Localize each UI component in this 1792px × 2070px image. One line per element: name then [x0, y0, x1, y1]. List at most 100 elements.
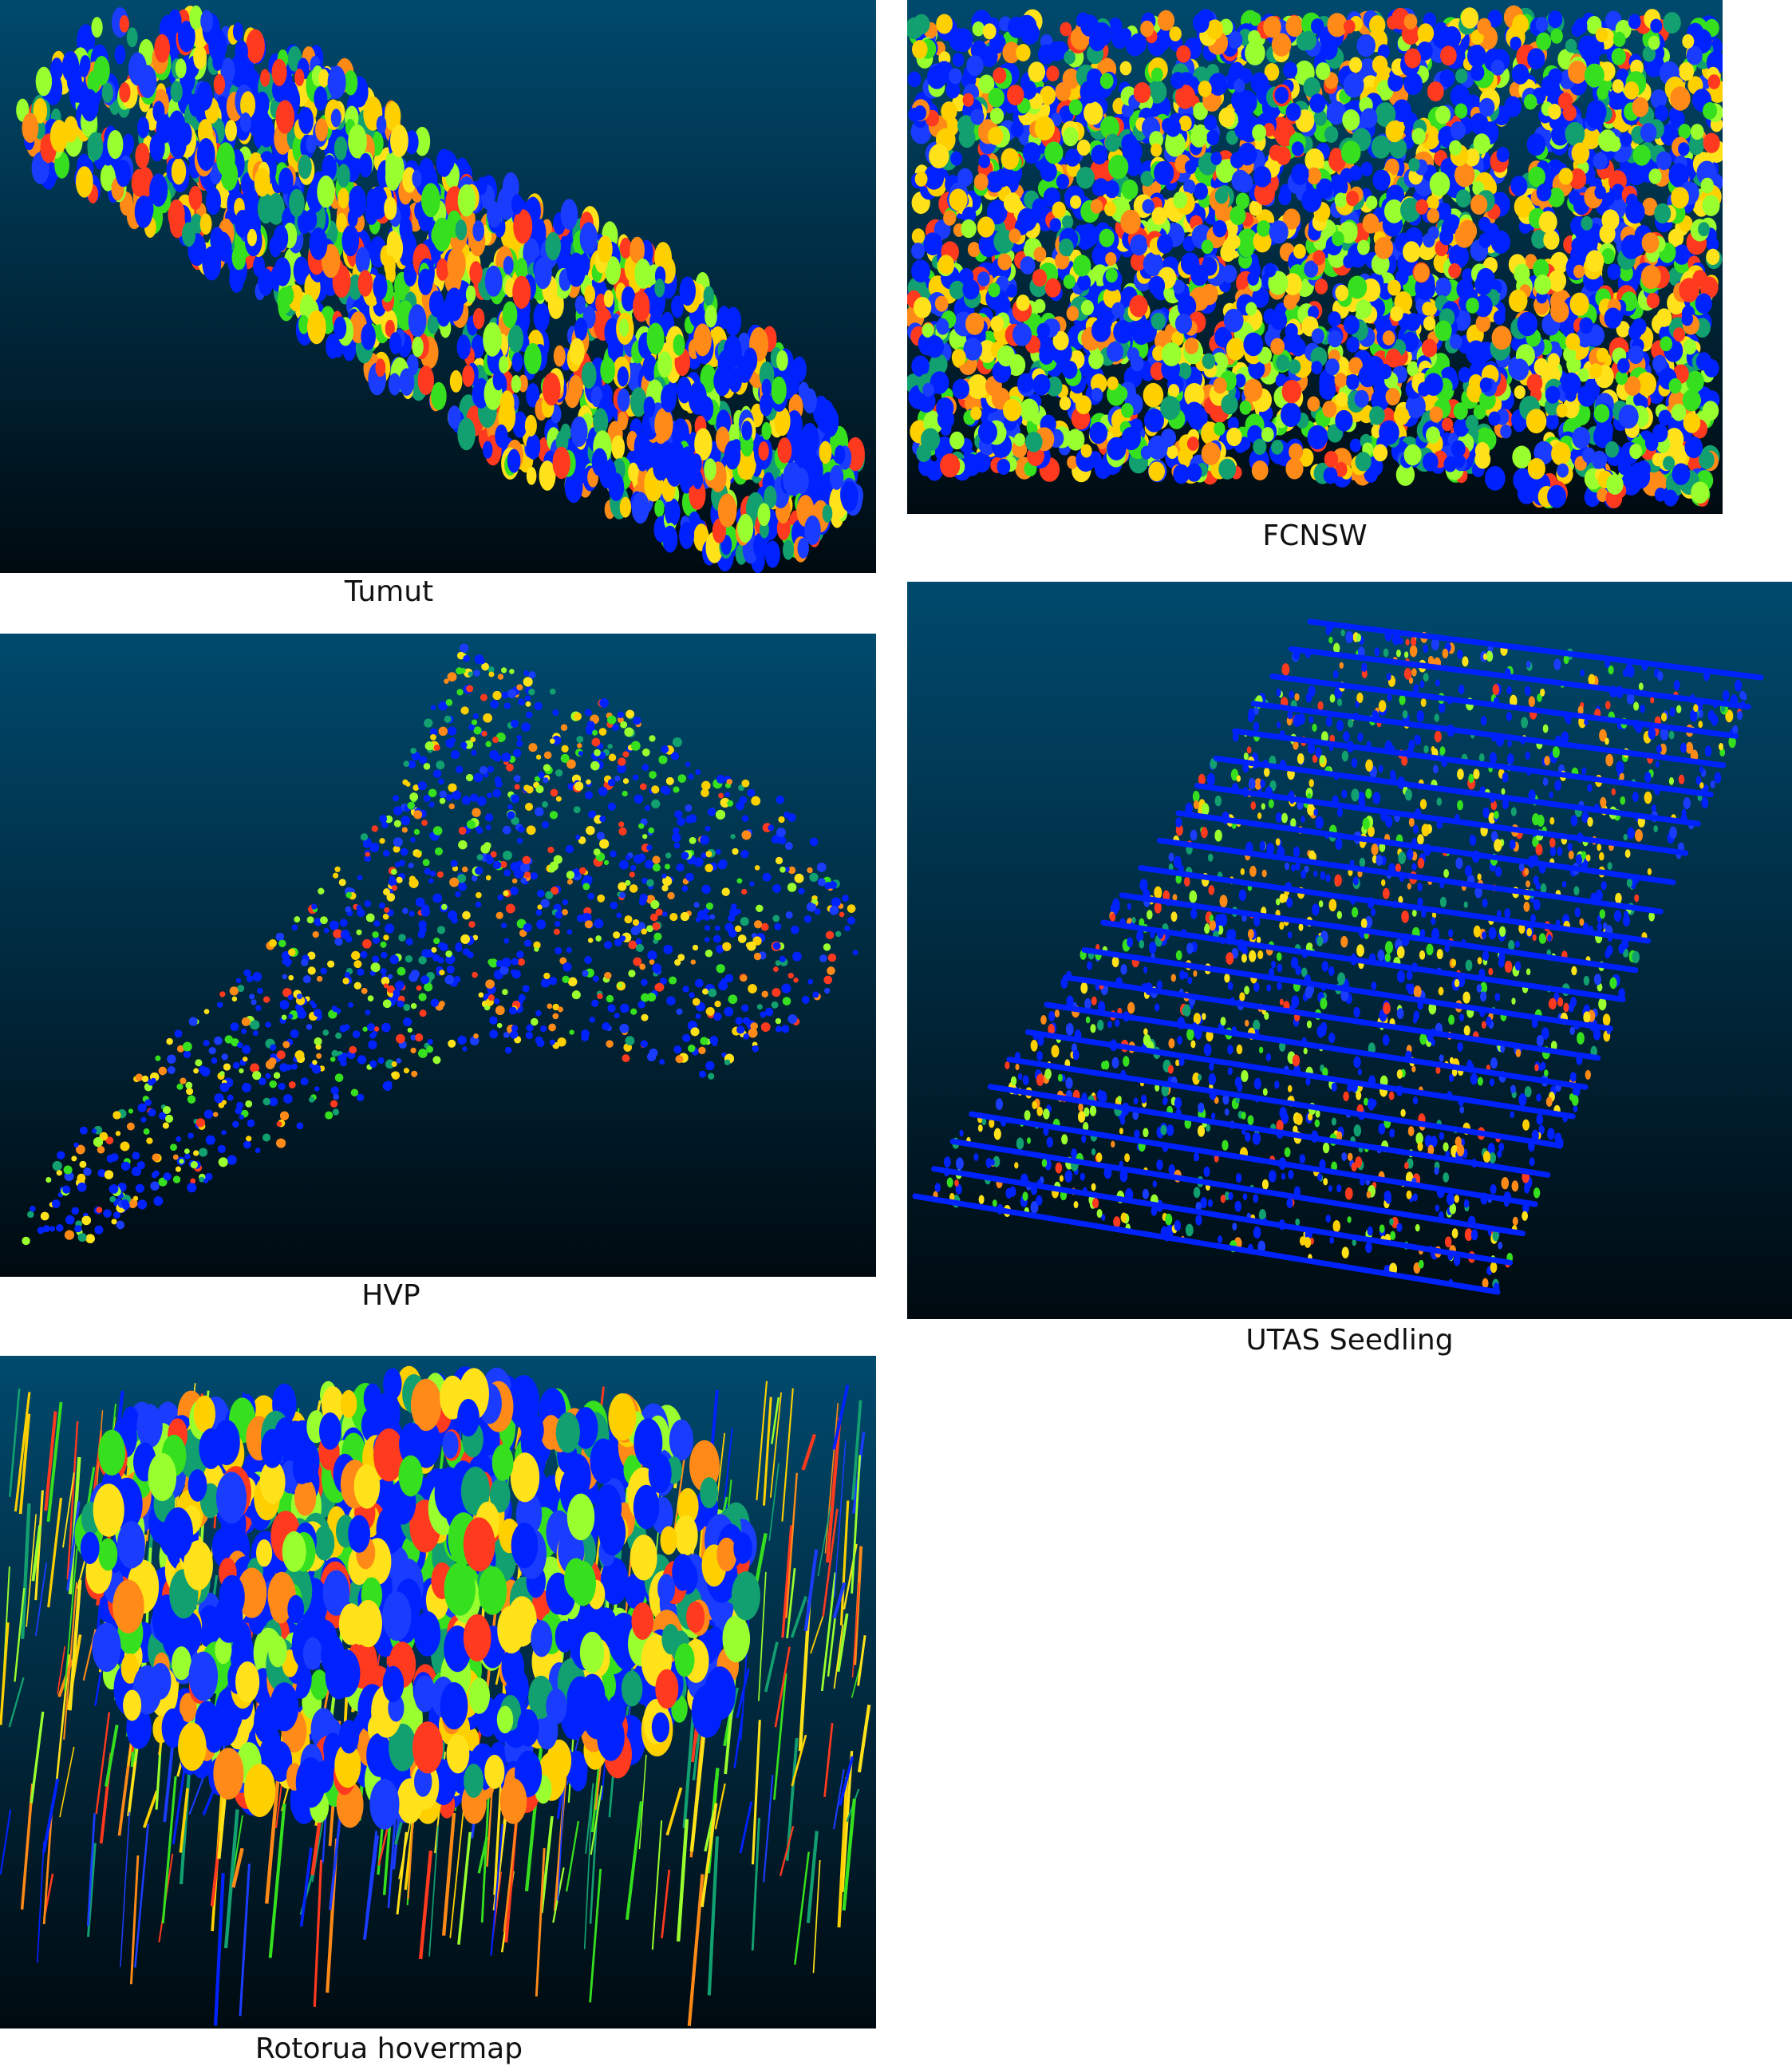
tree-segment: [1698, 222, 1710, 237]
tree-segment: [1668, 228, 1684, 247]
tree-segment: [231, 245, 246, 271]
tree-segment: [1165, 132, 1186, 157]
tree-segment: [1382, 330, 1395, 346]
panel-hvp: [0, 634, 876, 1277]
tree-segment: [1274, 86, 1289, 104]
tree-segment: [1214, 421, 1226, 436]
tree-segment: [448, 405, 461, 429]
tree-segment: [1001, 148, 1020, 170]
tree-segment: [1348, 57, 1363, 73]
tree-segment: [922, 323, 934, 338]
tree-segment: [1686, 45, 1703, 65]
tree-segment: [1429, 172, 1451, 196]
tree-segment: [1184, 338, 1199, 354]
tree-segment: [1257, 220, 1271, 237]
tree-segment: [306, 134, 317, 154]
tree-segment: [740, 433, 754, 457]
tree-segment: [533, 302, 550, 332]
tree-segment: [298, 314, 310, 334]
tree-segment: [1200, 283, 1218, 306]
tree-segment: [1111, 302, 1125, 318]
point-cloud-hvp: [22, 643, 859, 1246]
tree-segment: [952, 378, 969, 400]
tree-segment: [1245, 41, 1265, 65]
tree-segment: [1526, 409, 1547, 434]
tree-segment: [135, 143, 150, 169]
tree-segment: [518, 374, 528, 393]
tree-segment: [1439, 228, 1454, 246]
tree-segment: [923, 232, 943, 255]
tree-segment: [1046, 65, 1060, 81]
tree-segment: [1226, 338, 1245, 361]
tree-segment: [149, 173, 168, 207]
tree-segment: [417, 365, 434, 395]
tree-segment: [169, 210, 186, 239]
tree-segment: [1450, 121, 1466, 140]
tree-segment: [1343, 73, 1364, 98]
tree-segment: [1660, 336, 1672, 352]
tree-segment: [1466, 298, 1479, 314]
tree-segment: [526, 433, 541, 460]
tree-segment: [260, 69, 270, 87]
tree-segment: [1417, 23, 1435, 44]
tree-segment: [1628, 345, 1644, 365]
tree-segment: [1569, 168, 1587, 190]
tree-segment: [1171, 330, 1184, 346]
tree-segment: [914, 105, 926, 120]
tree-segment: [1536, 184, 1552, 202]
tree-segment: [503, 255, 514, 275]
tree-segment: [977, 271, 990, 286]
tree-segment: [1125, 156, 1143, 176]
tree-segment: [791, 356, 807, 383]
tree-segment: [1222, 264, 1237, 283]
tree-segment: [1032, 373, 1051, 396]
tree-segment: [1025, 431, 1043, 452]
tree-segment: [1227, 417, 1239, 431]
tree-segment: [385, 101, 401, 132]
tree-segment: [361, 323, 376, 350]
tree-segment: [1360, 161, 1373, 176]
tree-segment: [1400, 197, 1421, 223]
tree-segment: [80, 55, 91, 74]
tree-segment: [81, 89, 99, 122]
tree-segment: [988, 126, 1004, 145]
tree-segment: [1348, 357, 1363, 374]
tree-segment: [1346, 373, 1360, 390]
tree-segment: [1324, 451, 1339, 468]
tree-segment: [930, 354, 948, 376]
tree-segment: [1105, 267, 1118, 283]
tree-segment: [1263, 123, 1275, 137]
tree-segment: [1170, 72, 1186, 89]
tree-segment: [694, 428, 712, 460]
tree-segment: [499, 355, 509, 373]
tree-segment: [633, 290, 650, 322]
tree-segment: [1448, 263, 1461, 279]
tree-segment: [1215, 159, 1236, 183]
tree-segment: [1186, 437, 1199, 451]
tree-segment: [307, 310, 326, 345]
tree-segment: [1403, 72, 1423, 96]
tree-segment: [1573, 264, 1585, 279]
tree-segment: [240, 91, 256, 119]
tree-segment: [764, 540, 780, 568]
tree-segment: [1533, 358, 1549, 376]
tree-segment: [1408, 157, 1420, 172]
tree-segment: [994, 168, 1010, 188]
tree-segment: [966, 55, 984, 77]
tree-segment: [1245, 302, 1257, 316]
tree-segment: [1194, 182, 1208, 200]
tree-segment: [829, 464, 844, 490]
point-cloud-tumut: [16, 5, 865, 573]
tree-segment: [1561, 372, 1581, 397]
tree-segment: [700, 364, 716, 393]
tree-segment: [455, 219, 468, 241]
tree-segment: [326, 334, 340, 359]
tree-segment: [970, 406, 982, 421]
tree-segment: [1201, 442, 1221, 465]
tree-segment: [926, 65, 947, 89]
tree-segment: [961, 219, 977, 239]
tree-segment: [1268, 271, 1289, 295]
tree-segment: [716, 426, 730, 452]
tree-segment: [1062, 215, 1074, 229]
tree-segment: [1591, 450, 1608, 469]
